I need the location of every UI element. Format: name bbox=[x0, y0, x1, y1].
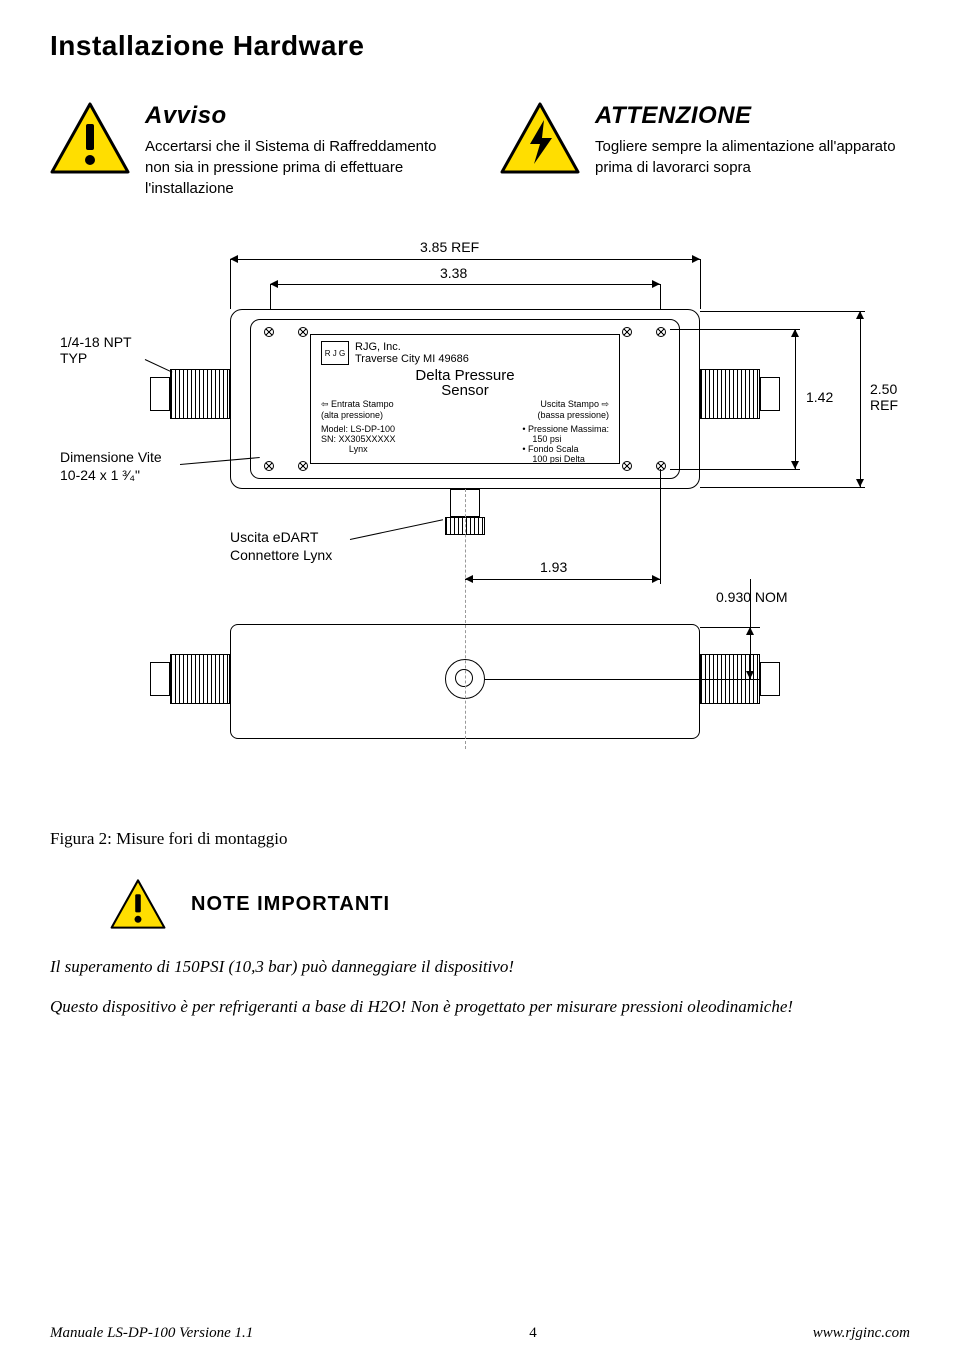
warning-triangle-icon bbox=[110, 879, 166, 929]
vite-dim: 10-24 x 1 ³⁄₄" bbox=[60, 467, 140, 483]
screw-icon bbox=[264, 327, 274, 337]
dim-arrow-icon bbox=[652, 280, 660, 288]
connector-left bbox=[170, 369, 230, 419]
centerline bbox=[465, 489, 466, 749]
footer-left: Manuale LS-DP-100 Versione 1.1 bbox=[50, 1325, 253, 1342]
edart-label-2: Connettore Lynx bbox=[230, 547, 332, 563]
note-heading: NOTE IMPORTANTI bbox=[191, 893, 390, 916]
note-block: NOTE IMPORTANTI bbox=[110, 879, 910, 929]
note-line-2: Questo dispositivo è per refrigeranti a … bbox=[50, 994, 910, 1020]
edart-label-1: Uscita eDART bbox=[230, 529, 318, 545]
screw-icon bbox=[298, 461, 308, 471]
screw-icon bbox=[622, 327, 632, 337]
dim-arrow-icon bbox=[856, 311, 864, 319]
plate-pmax-val: 150 psi bbox=[522, 434, 609, 444]
avviso-block: Avviso Accertarsi che il Sistema di Raff… bbox=[50, 102, 460, 199]
connector-left-2 bbox=[170, 654, 230, 704]
attention-electric-icon bbox=[500, 102, 580, 174]
ext-line bbox=[700, 259, 701, 309]
plate-out-sub: (bassa pressione) bbox=[537, 410, 609, 420]
plate-product2: Sensor bbox=[321, 382, 609, 399]
label-plate: R J G RJG, Inc. Traverse City MI 49686 D… bbox=[310, 334, 620, 464]
screw-icon bbox=[622, 461, 632, 471]
dim-line bbox=[795, 329, 796, 469]
dim-arrow-icon bbox=[856, 479, 864, 487]
screw-icon bbox=[298, 327, 308, 337]
dim-arrow-icon bbox=[791, 461, 799, 469]
leader-line bbox=[350, 519, 443, 540]
footer: Manuale LS-DP-100 Versione 1.1 4 www.rjg… bbox=[50, 1325, 910, 1342]
ext-line bbox=[230, 259, 231, 309]
dim-line bbox=[860, 311, 861, 487]
dim-arrow-icon bbox=[791, 329, 799, 337]
page-title: Installazione Hardware bbox=[50, 30, 910, 62]
connector-end bbox=[150, 377, 170, 411]
warning-row: Avviso Accertarsi che il Sistema di Raff… bbox=[50, 102, 910, 199]
diagram: 3.85 REF 3.38 R J G RJG, Inc. Traverse C… bbox=[50, 239, 910, 799]
avviso-text: Avviso Accertarsi che il Sistema di Raff… bbox=[145, 102, 460, 199]
avviso-heading: Avviso bbox=[145, 102, 460, 130]
dim-top-ref: 3.85 REF bbox=[420, 239, 479, 255]
vite-label: Dimensione Vite bbox=[60, 449, 162, 465]
dim-arrow-icon bbox=[270, 280, 278, 288]
dim-line bbox=[230, 259, 700, 260]
plate-pmax: Pressione Massima: bbox=[522, 424, 609, 434]
dim-top-inner: 3.38 bbox=[440, 265, 467, 281]
dim-arrow-icon bbox=[746, 627, 754, 635]
attenzione-block: ATTENZIONE Togliere sempre la alimentazi… bbox=[500, 102, 910, 199]
screw-icon bbox=[656, 461, 666, 471]
footer-right: www.rjginc.com bbox=[813, 1325, 910, 1342]
ext-line bbox=[485, 679, 760, 680]
dim-arrow-icon bbox=[692, 255, 700, 263]
warning-triangle-icon bbox=[50, 102, 130, 174]
plate-out: Uscita Stampo bbox=[537, 399, 609, 410]
ext-line bbox=[700, 487, 865, 488]
dim-line bbox=[465, 579, 660, 580]
connector-end bbox=[760, 377, 780, 411]
ext-line bbox=[670, 329, 800, 330]
connector-end bbox=[150, 662, 170, 696]
plate-lynx: Lynx bbox=[321, 444, 396, 454]
plate-fondo: Fondo Scala bbox=[522, 444, 609, 454]
logo-icon: R J G bbox=[321, 341, 349, 365]
dim-arrow-icon bbox=[746, 671, 754, 679]
ext-line bbox=[670, 469, 800, 470]
attenzione-heading: ATTENZIONE bbox=[595, 102, 910, 130]
figure-caption: Figura 2: Misure fori di montaggio bbox=[50, 829, 910, 849]
connector-end bbox=[760, 662, 780, 696]
ext-line bbox=[700, 311, 865, 312]
dim-bottom-w: 1.93 bbox=[540, 559, 567, 575]
footer-page: 4 bbox=[529, 1325, 537, 1342]
dim-arrow-icon bbox=[230, 255, 238, 263]
attenzione-body: Togliere sempre la alimentazione all'app… bbox=[595, 136, 910, 178]
plate-model: Model: LS-DP-100 bbox=[321, 424, 396, 434]
plate-in: Entrata Stampo bbox=[321, 399, 394, 410]
plate-city: Traverse City MI 49686 bbox=[355, 353, 469, 365]
screw-icon bbox=[656, 327, 666, 337]
dim-right-h2: 2.50 REF bbox=[870, 381, 910, 413]
npt-label: 1/4-18 NPT TYP bbox=[60, 334, 150, 366]
dim-right-h: 1.42 bbox=[806, 389, 833, 405]
dim-arrow-icon bbox=[652, 575, 660, 583]
connector-right bbox=[700, 369, 760, 419]
note-line-1: Il superamento di 150PSI (10,3 bar) può … bbox=[50, 954, 910, 980]
plate-in-sub: (alta pressione) bbox=[321, 410, 394, 420]
attenzione-text: ATTENZIONE Togliere sempre la alimentazi… bbox=[595, 102, 910, 178]
plate-company: RJG, Inc. bbox=[355, 341, 469, 353]
plate-fondo-val: 100 psi Delta bbox=[522, 454, 609, 464]
dim-arrow-icon bbox=[465, 575, 473, 583]
avviso-body: Accertarsi che il Sistema di Raffreddame… bbox=[145, 136, 460, 199]
plate-sn: SN: XX305XXXXX bbox=[321, 434, 396, 444]
ext-line bbox=[660, 469, 661, 584]
screw-icon bbox=[264, 461, 274, 471]
dim-line bbox=[270, 284, 660, 285]
dim-nom: 0.930 NOM bbox=[716, 589, 788, 605]
ext-line bbox=[700, 627, 760, 628]
